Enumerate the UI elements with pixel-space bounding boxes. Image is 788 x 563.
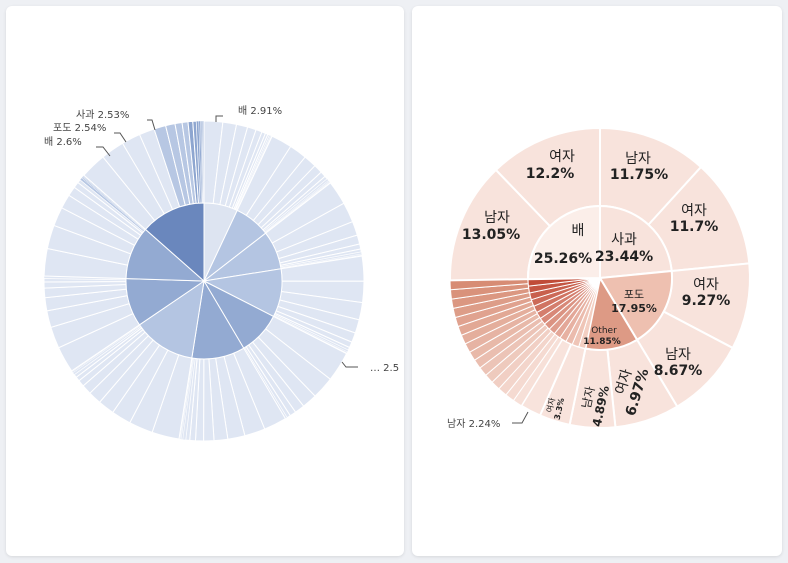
label-o11-pct: 12.2% — [526, 166, 575, 182]
leader-line — [114, 132, 127, 143]
label-o4-name: 남자 — [665, 347, 691, 363]
label-apple-name: 사과 — [611, 232, 637, 248]
label-o6-name: 남자 — [579, 385, 597, 410]
outer-label-grape: 포도 2.54% — [53, 123, 106, 134]
label-o1-name: 남자 — [625, 151, 651, 167]
right-inner-ring — [527, 204, 673, 351]
label-o3-pct: 9.27% — [682, 293, 731, 309]
label-o10-name: 남자 — [484, 210, 510, 226]
inner-segment — [599, 204, 673, 280]
inner-segment — [598, 269, 673, 342]
leader-line — [512, 411, 529, 424]
outer-segment — [203, 120, 205, 204]
label-pear-pct: 25.26% — [534, 251, 592, 267]
label-o5-name: 여자 — [613, 367, 636, 396]
outer-label-pear-top: 배 2.91% — [238, 105, 282, 117]
label-apple-pct: 23.44% — [595, 249, 653, 265]
right-chart-card: 사과 23.44% 포도 17.95% Other 11.85% 배 25.26… — [412, 6, 782, 556]
label-grape-pct: 17.95% — [611, 302, 657, 315]
label-o2-pct: 11.7% — [670, 219, 719, 235]
label-o3-name: 여자 — [693, 277, 719, 293]
left-outer-labels: 배 2.91% 사과 2.53% 포도 2.54% 배 2.6% … 2.5 — [44, 105, 399, 374]
leader-line — [147, 119, 156, 131]
label-o8: 남자 2.24% — [447, 418, 500, 430]
inner-segment — [138, 279, 205, 359]
leader-line — [96, 146, 111, 157]
label-grape-name: 포도 — [624, 288, 644, 301]
leader-line — [215, 115, 223, 122]
leader-line — [341, 361, 358, 368]
label-o4-pct: 8.67% — [654, 363, 703, 379]
outer-label-pear-left: 배 2.6% — [44, 136, 82, 148]
label-o1-pct: 11.75% — [610, 167, 668, 183]
label-other-name: Other — [591, 326, 617, 336]
left-chart-card: 배 2.91% 사과 2.53% 포도 2.54% 배 2.6% … 2.5 — [6, 6, 404, 556]
label-o7-name: 여자 — [544, 396, 557, 413]
outer-label-cutoff: … 2.5 — [370, 363, 399, 374]
right-outer-ring — [449, 126, 751, 429]
inner-segment — [144, 202, 205, 283]
right-sunburst-chart: 사과 23.44% 포도 17.95% Other 11.85% 배 25.26… — [447, 126, 751, 430]
label-o10-pct: 13.05% — [462, 227, 520, 243]
inner-segment — [527, 204, 601, 281]
label-o11-name: 여자 — [549, 149, 575, 165]
left-sunburst-chart: 배 2.91% 사과 2.53% 포도 2.54% 배 2.6% … 2.5 — [43, 105, 399, 442]
label-pear-name: 배 — [572, 223, 585, 239]
outer-label-apple: 사과 2.53% — [76, 109, 129, 121]
label-other-pct: 11.85% — [583, 337, 621, 347]
label-o2-name: 여자 — [681, 203, 707, 219]
left-inner-ring — [125, 202, 283, 360]
